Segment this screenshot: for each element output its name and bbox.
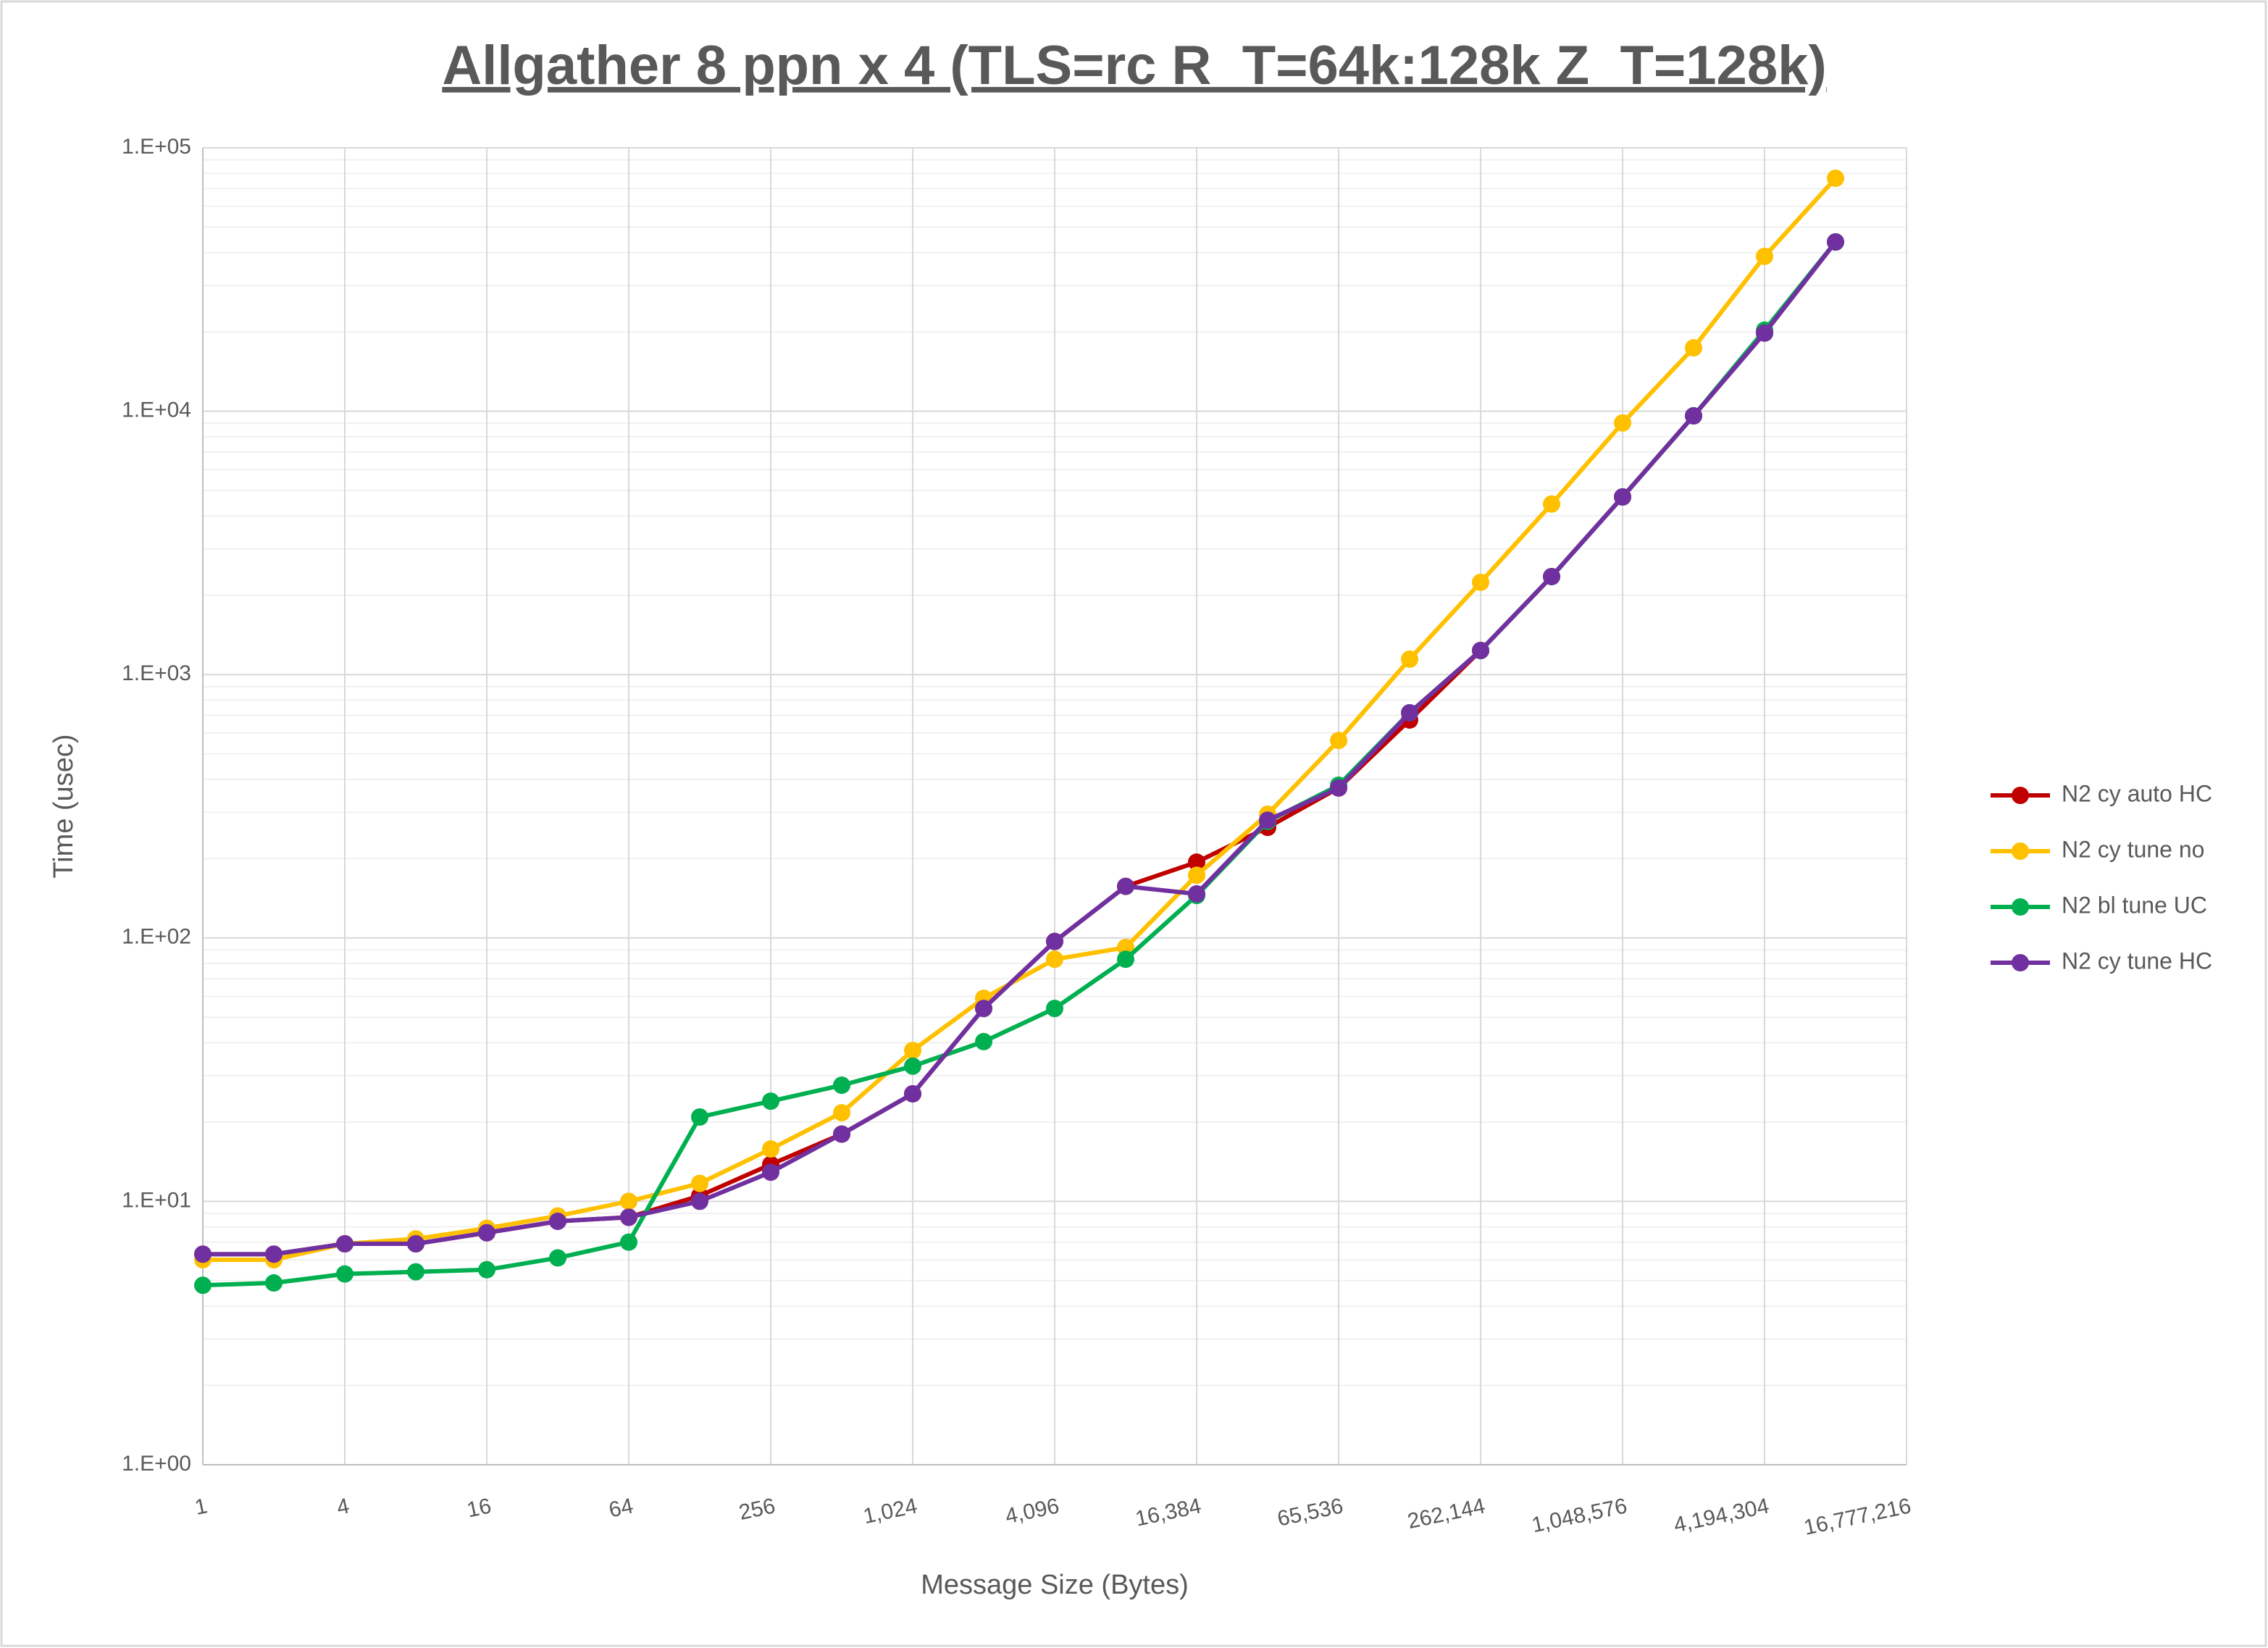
data-point [194, 1276, 212, 1294]
series-line [203, 177, 1838, 1263]
data-point [1188, 884, 1205, 903]
data-point [833, 1104, 850, 1122]
data-point [762, 1163, 779, 1181]
data-point [1543, 567, 1560, 585]
data-point [265, 1245, 283, 1263]
data-point [620, 1192, 637, 1210]
y-tick-label: 1.E+05 [122, 135, 191, 159]
data-point [620, 1208, 637, 1226]
data-point [620, 1233, 637, 1251]
data-point [904, 1057, 921, 1075]
data-point [1543, 495, 1560, 513]
data-point [762, 1140, 779, 1158]
data-point [1117, 950, 1134, 969]
chart-title: Allgather 8 ppn x 4 (TLS=rc R_T=64k:128k… [442, 35, 1826, 96]
legend-marker [2012, 898, 2029, 916]
data-point [833, 1076, 850, 1095]
data-point [1401, 650, 1418, 668]
data-point [1046, 1000, 1063, 1018]
data-point [1046, 950, 1063, 969]
data-point [1330, 732, 1347, 750]
data-point [336, 1234, 353, 1252]
x-axis-title: Message Size (Bytes) [921, 1570, 1189, 1600]
data-point [1685, 339, 1702, 357]
data-point [1401, 703, 1418, 721]
data-point [1117, 877, 1134, 895]
y-tick-label: 1.E+03 [122, 661, 191, 685]
data-point [904, 1084, 921, 1103]
data-point [265, 1274, 283, 1292]
x-tick-label: 16 [465, 1494, 494, 1522]
data-point [1330, 779, 1347, 797]
legend-label: N2 cy auto HC [2062, 780, 2212, 806]
data-point [407, 1234, 424, 1252]
data-point [1046, 932, 1063, 950]
data-point [1188, 866, 1205, 884]
legend-label: N2 cy tune no [2062, 836, 2204, 862]
y-tick-label: 1.E+00 [122, 1452, 191, 1476]
data-point [1756, 324, 1773, 342]
legend-label: N2 bl tune UC [2062, 892, 2207, 918]
series-line [203, 240, 1838, 1257]
data-point [549, 1249, 566, 1267]
data-point [904, 1042, 921, 1060]
data-point [762, 1092, 779, 1110]
data-point [975, 1032, 992, 1050]
data-point [1472, 641, 1489, 659]
data-point [549, 1212, 566, 1230]
data-point [1756, 247, 1773, 265]
data-point [1827, 233, 1844, 251]
x-tick-label: 1 [193, 1494, 209, 1520]
data-point [691, 1108, 708, 1126]
y-tick-label: 1.E+04 [122, 398, 191, 422]
data-point [1685, 407, 1702, 425]
legend-marker [2012, 842, 2029, 860]
data-point [1614, 488, 1631, 506]
data-point [975, 1000, 992, 1018]
y-tick-label: 1.E+01 [122, 1188, 191, 1212]
y-axis-title: Time (usec) [49, 734, 79, 878]
data-point [691, 1192, 708, 1210]
data-point [1259, 811, 1276, 829]
data-point [691, 1174, 708, 1192]
data-point [1614, 414, 1631, 432]
data-point [833, 1125, 850, 1143]
data-point [336, 1265, 353, 1283]
x-tick-label: 4 [335, 1494, 351, 1520]
x-tick-label: 64 [607, 1494, 636, 1522]
legend-marker [2012, 954, 2029, 971]
data-point [407, 1263, 424, 1281]
legend-marker [2012, 787, 2029, 804]
data-point [1827, 170, 1844, 188]
data-point [478, 1224, 495, 1242]
data-point [1188, 853, 1205, 871]
data-point [1472, 573, 1489, 591]
y-tick-label: 1.E+02 [122, 925, 191, 949]
legend-label: N2 cy tune HC [2062, 948, 2212, 974]
data-point [194, 1245, 212, 1263]
data-point [478, 1260, 495, 1279]
